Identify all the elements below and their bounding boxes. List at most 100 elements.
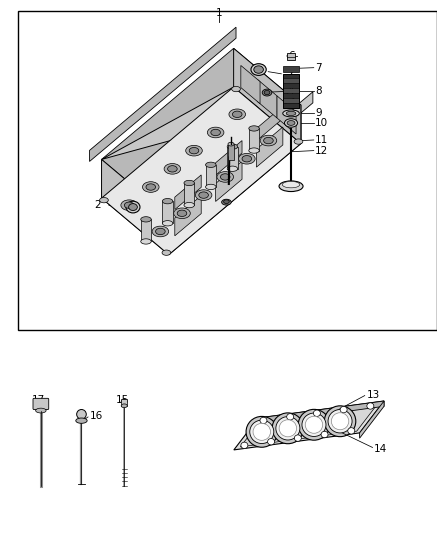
Ellipse shape [152,226,169,237]
Ellipse shape [229,109,246,119]
Bar [228,144,234,160]
Polygon shape [360,401,384,438]
Ellipse shape [262,89,272,96]
Polygon shape [215,141,242,175]
Text: 11: 11 [315,135,328,145]
Ellipse shape [184,203,194,208]
Text: 12: 12 [315,146,328,156]
Ellipse shape [186,146,202,156]
Ellipse shape [314,410,321,416]
Ellipse shape [155,228,165,235]
FancyBboxPatch shape [33,398,49,409]
Ellipse shape [367,403,374,409]
Text: 3: 3 [137,219,144,229]
Ellipse shape [164,164,181,174]
Ellipse shape [162,198,173,204]
Text: 5: 5 [243,132,250,142]
Ellipse shape [211,130,220,136]
Ellipse shape [254,66,263,73]
Ellipse shape [302,413,326,437]
Ellipse shape [249,148,259,153]
Polygon shape [258,79,277,118]
Ellipse shape [283,110,299,117]
Ellipse shape [241,442,248,449]
Ellipse shape [294,139,303,144]
Ellipse shape [141,239,151,244]
Ellipse shape [124,202,134,208]
Ellipse shape [264,138,273,144]
Polygon shape [89,27,236,161]
Ellipse shape [242,156,252,162]
Polygon shape [277,96,296,134]
Polygon shape [241,66,260,104]
Ellipse shape [283,181,300,188]
Bar [141,220,151,241]
Text: 2: 2 [286,70,293,80]
Bar [227,147,238,169]
Ellipse shape [129,204,138,211]
Polygon shape [256,127,283,167]
Ellipse shape [205,184,216,190]
Ellipse shape [287,414,293,420]
Polygon shape [175,196,201,236]
Ellipse shape [227,144,238,149]
Text: 13: 13 [367,390,380,400]
Ellipse shape [168,166,177,172]
Text: 9: 9 [315,108,321,118]
Polygon shape [240,404,378,447]
Bar [18,11,437,330]
Polygon shape [233,49,301,143]
Bar [184,183,194,205]
Ellipse shape [286,111,296,116]
Ellipse shape [272,413,304,443]
Ellipse shape [228,142,234,146]
Ellipse shape [246,416,278,447]
Ellipse shape [305,416,323,433]
Ellipse shape [35,408,46,413]
Ellipse shape [205,162,216,167]
Ellipse shape [162,250,171,255]
Ellipse shape [227,166,238,172]
Ellipse shape [162,221,173,226]
Ellipse shape [189,148,199,154]
Polygon shape [215,161,242,201]
Ellipse shape [250,420,274,443]
Bar [205,165,216,187]
Polygon shape [283,66,299,72]
Ellipse shape [222,199,231,205]
Ellipse shape [77,409,86,419]
Ellipse shape [348,427,355,434]
Ellipse shape [233,111,242,117]
Ellipse shape [220,174,230,180]
Ellipse shape [121,200,138,211]
Ellipse shape [325,406,356,437]
Ellipse shape [207,127,224,138]
Ellipse shape [253,423,271,440]
Ellipse shape [121,404,127,408]
Ellipse shape [174,208,190,219]
Ellipse shape [199,192,208,198]
Polygon shape [234,401,384,450]
Ellipse shape [217,172,233,182]
Ellipse shape [251,64,266,75]
Polygon shape [102,87,301,159]
Ellipse shape [331,413,349,430]
Ellipse shape [177,210,187,216]
Ellipse shape [279,420,297,437]
Ellipse shape [195,190,212,200]
Ellipse shape [146,184,155,190]
Polygon shape [258,401,384,423]
Ellipse shape [239,154,255,164]
Text: 15: 15 [116,395,129,406]
Text: 14: 14 [374,443,388,454]
Ellipse shape [298,409,330,440]
Bar [162,201,173,223]
Polygon shape [175,175,201,209]
Ellipse shape [232,86,240,92]
Ellipse shape [142,182,159,192]
Bar [121,399,127,406]
Text: 4: 4 [221,176,228,186]
Ellipse shape [264,91,270,95]
Polygon shape [169,105,301,255]
Ellipse shape [260,417,267,424]
